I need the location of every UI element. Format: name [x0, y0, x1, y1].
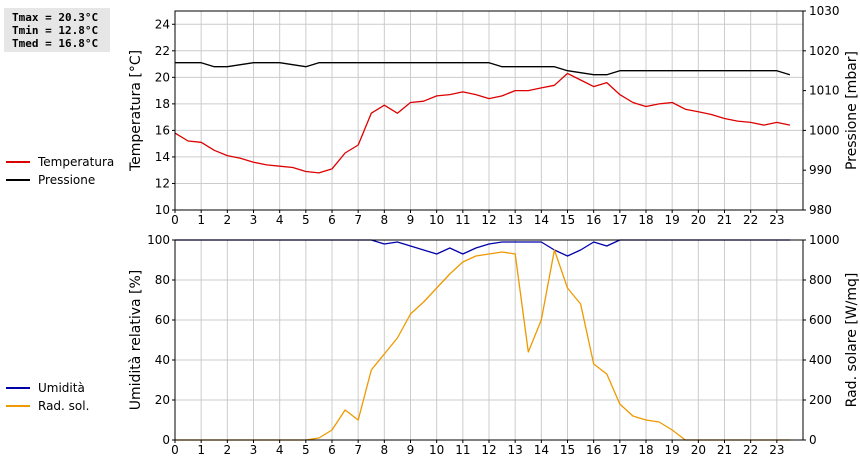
y-tick-label: 100 — [147, 233, 170, 247]
x-tick-label: 7 — [354, 213, 362, 227]
x-tick-label: 10 — [429, 443, 444, 457]
x-tick-label: 8 — [381, 443, 389, 457]
x-tick-label: 23 — [769, 213, 784, 227]
y-tick-label: 18 — [155, 97, 170, 111]
stats-box: Tmax = 20.3°C Tmin = 12.8°C Tmed = 16.8°… — [4, 8, 110, 52]
tmin-label: Tmin = 12.8°C — [12, 24, 99, 37]
y-tick-label: 12 — [155, 176, 170, 190]
legend-label-pressione: Pressione — [38, 173, 95, 187]
x-tick-label: 3 — [250, 443, 258, 457]
legend-label-temperatura: Temperatura — [37, 155, 114, 169]
y2-tick-label: 1000 — [809, 233, 840, 247]
x-tick-label: 17 — [612, 443, 627, 457]
x-tick-label: 5 — [302, 443, 310, 457]
x-tick-label: 16 — [586, 443, 601, 457]
y-tick-label: 24 — [155, 17, 170, 31]
x-tick-label: 14 — [534, 443, 549, 457]
x-tick-label: 21 — [717, 443, 732, 457]
x-tick-label: 19 — [665, 443, 680, 457]
x-tick-label: 11 — [455, 213, 470, 227]
y2-tick-label: 1020 — [809, 44, 840, 58]
x-tick-label: 7 — [354, 443, 362, 457]
x-tick-label: 18 — [638, 213, 653, 227]
y-tick-label: 60 — [155, 313, 170, 327]
x-tick-label: 4 — [276, 213, 284, 227]
x-tick-label: 13 — [508, 443, 523, 457]
x-tick-label: 4 — [276, 443, 284, 457]
y2-tick-label: 1000 — [809, 123, 840, 137]
x-tick-label: 22 — [743, 213, 758, 227]
y-tick-label: 20 — [155, 70, 170, 84]
x-tick-label: 8 — [381, 213, 389, 227]
y-tick-label: 0 — [162, 433, 170, 447]
x-tick-label: 18 — [638, 443, 653, 457]
x-tick-label: 1 — [197, 213, 205, 227]
x-tick-label: 3 — [250, 213, 258, 227]
x-tick-label: 23 — [769, 443, 784, 457]
x-tick-label: 9 — [407, 213, 415, 227]
y-axis-title: Umidità relativa [%] — [128, 270, 144, 411]
x-tick-label: 2 — [224, 213, 232, 227]
x-tick-label: 22 — [743, 443, 758, 457]
x-tick-label: 9 — [407, 443, 415, 457]
x-tick-label: 15 — [560, 443, 575, 457]
x-tick-label: 5 — [302, 213, 310, 227]
chart-panel-1: 0 1 2 3 4 5 6 7 8 9 10 11 12 13 14 15 16 17 18 19 20 21 22 2310… — [6, 4, 860, 227]
series-line-rad-sol — [175, 249, 790, 441]
x-tick-label: 20 — [691, 213, 706, 227]
y2-tick-label: 1030 — [809, 4, 840, 18]
x-tick-label: 12 — [481, 443, 496, 457]
y2-tick-label: 800 — [809, 273, 832, 287]
x-tick-label: 14 — [534, 213, 549, 227]
x-tick-label: 0 — [171, 213, 179, 227]
x-tick-label: 17 — [612, 213, 627, 227]
y2-tick-label: 990 — [809, 163, 832, 177]
y2-axis-title: Pressione [mbar] — [844, 51, 860, 170]
series-line-temperatura — [174, 72, 791, 174]
x-tick-label: 6 — [328, 213, 336, 227]
y2-axis-title: Rad. solare [W/mq] — [844, 273, 860, 408]
x-tick-label: 16 — [586, 213, 601, 227]
tmed-label: Tmed = 16.8°C — [12, 37, 99, 50]
y-tick-label: 16 — [155, 123, 170, 137]
x-tick-label: 15 — [560, 213, 575, 227]
y-tick-label: 80 — [155, 273, 170, 287]
x-tick-label: 1 — [197, 443, 205, 457]
y2-tick-label: 400 — [809, 353, 832, 367]
y2-tick-label: 980 — [809, 203, 832, 217]
x-tick-label: 12 — [481, 213, 496, 227]
x-tick-label: 6 — [328, 443, 336, 457]
y-tick-label: 10 — [155, 203, 170, 217]
x-tick-label: 13 — [508, 213, 523, 227]
y2-tick-label: 600 — [809, 313, 832, 327]
x-tick-label: 11 — [455, 443, 470, 457]
chart-panel-2: 0 1 2 3 4 5 6 7 8 9 10 11 12 13 14 15 16 17 18 19 20 21 22 2302… — [6, 233, 860, 457]
y2-tick-label: 200 — [809, 393, 832, 407]
x-tick-label: 21 — [717, 213, 732, 227]
y-tick-label: 20 — [155, 393, 170, 407]
x-tick-label: 0 — [171, 443, 179, 457]
series-line-umidit — [175, 239, 790, 257]
y-tick-label: 22 — [155, 44, 170, 58]
tmax-label: Tmax = 20.3°C — [12, 11, 99, 24]
x-tick-label: 2 — [224, 443, 232, 457]
legend-label-umidit: Umidità — [38, 381, 85, 395]
y2-tick-label: 0 — [809, 433, 817, 447]
y-tick-label: 14 — [155, 150, 170, 164]
x-tick-label: 20 — [691, 443, 706, 457]
x-tick-label: 19 — [665, 213, 680, 227]
y2-tick-label: 1010 — [809, 84, 840, 98]
y-tick-label: 40 — [155, 353, 170, 367]
legend-label-rad-sol: Rad. sol. — [38, 399, 89, 413]
x-tick-label: 10 — [429, 213, 444, 227]
series-line-pressione — [175, 62, 791, 76]
y-axis-title: Temperatura [°C] — [128, 50, 144, 172]
